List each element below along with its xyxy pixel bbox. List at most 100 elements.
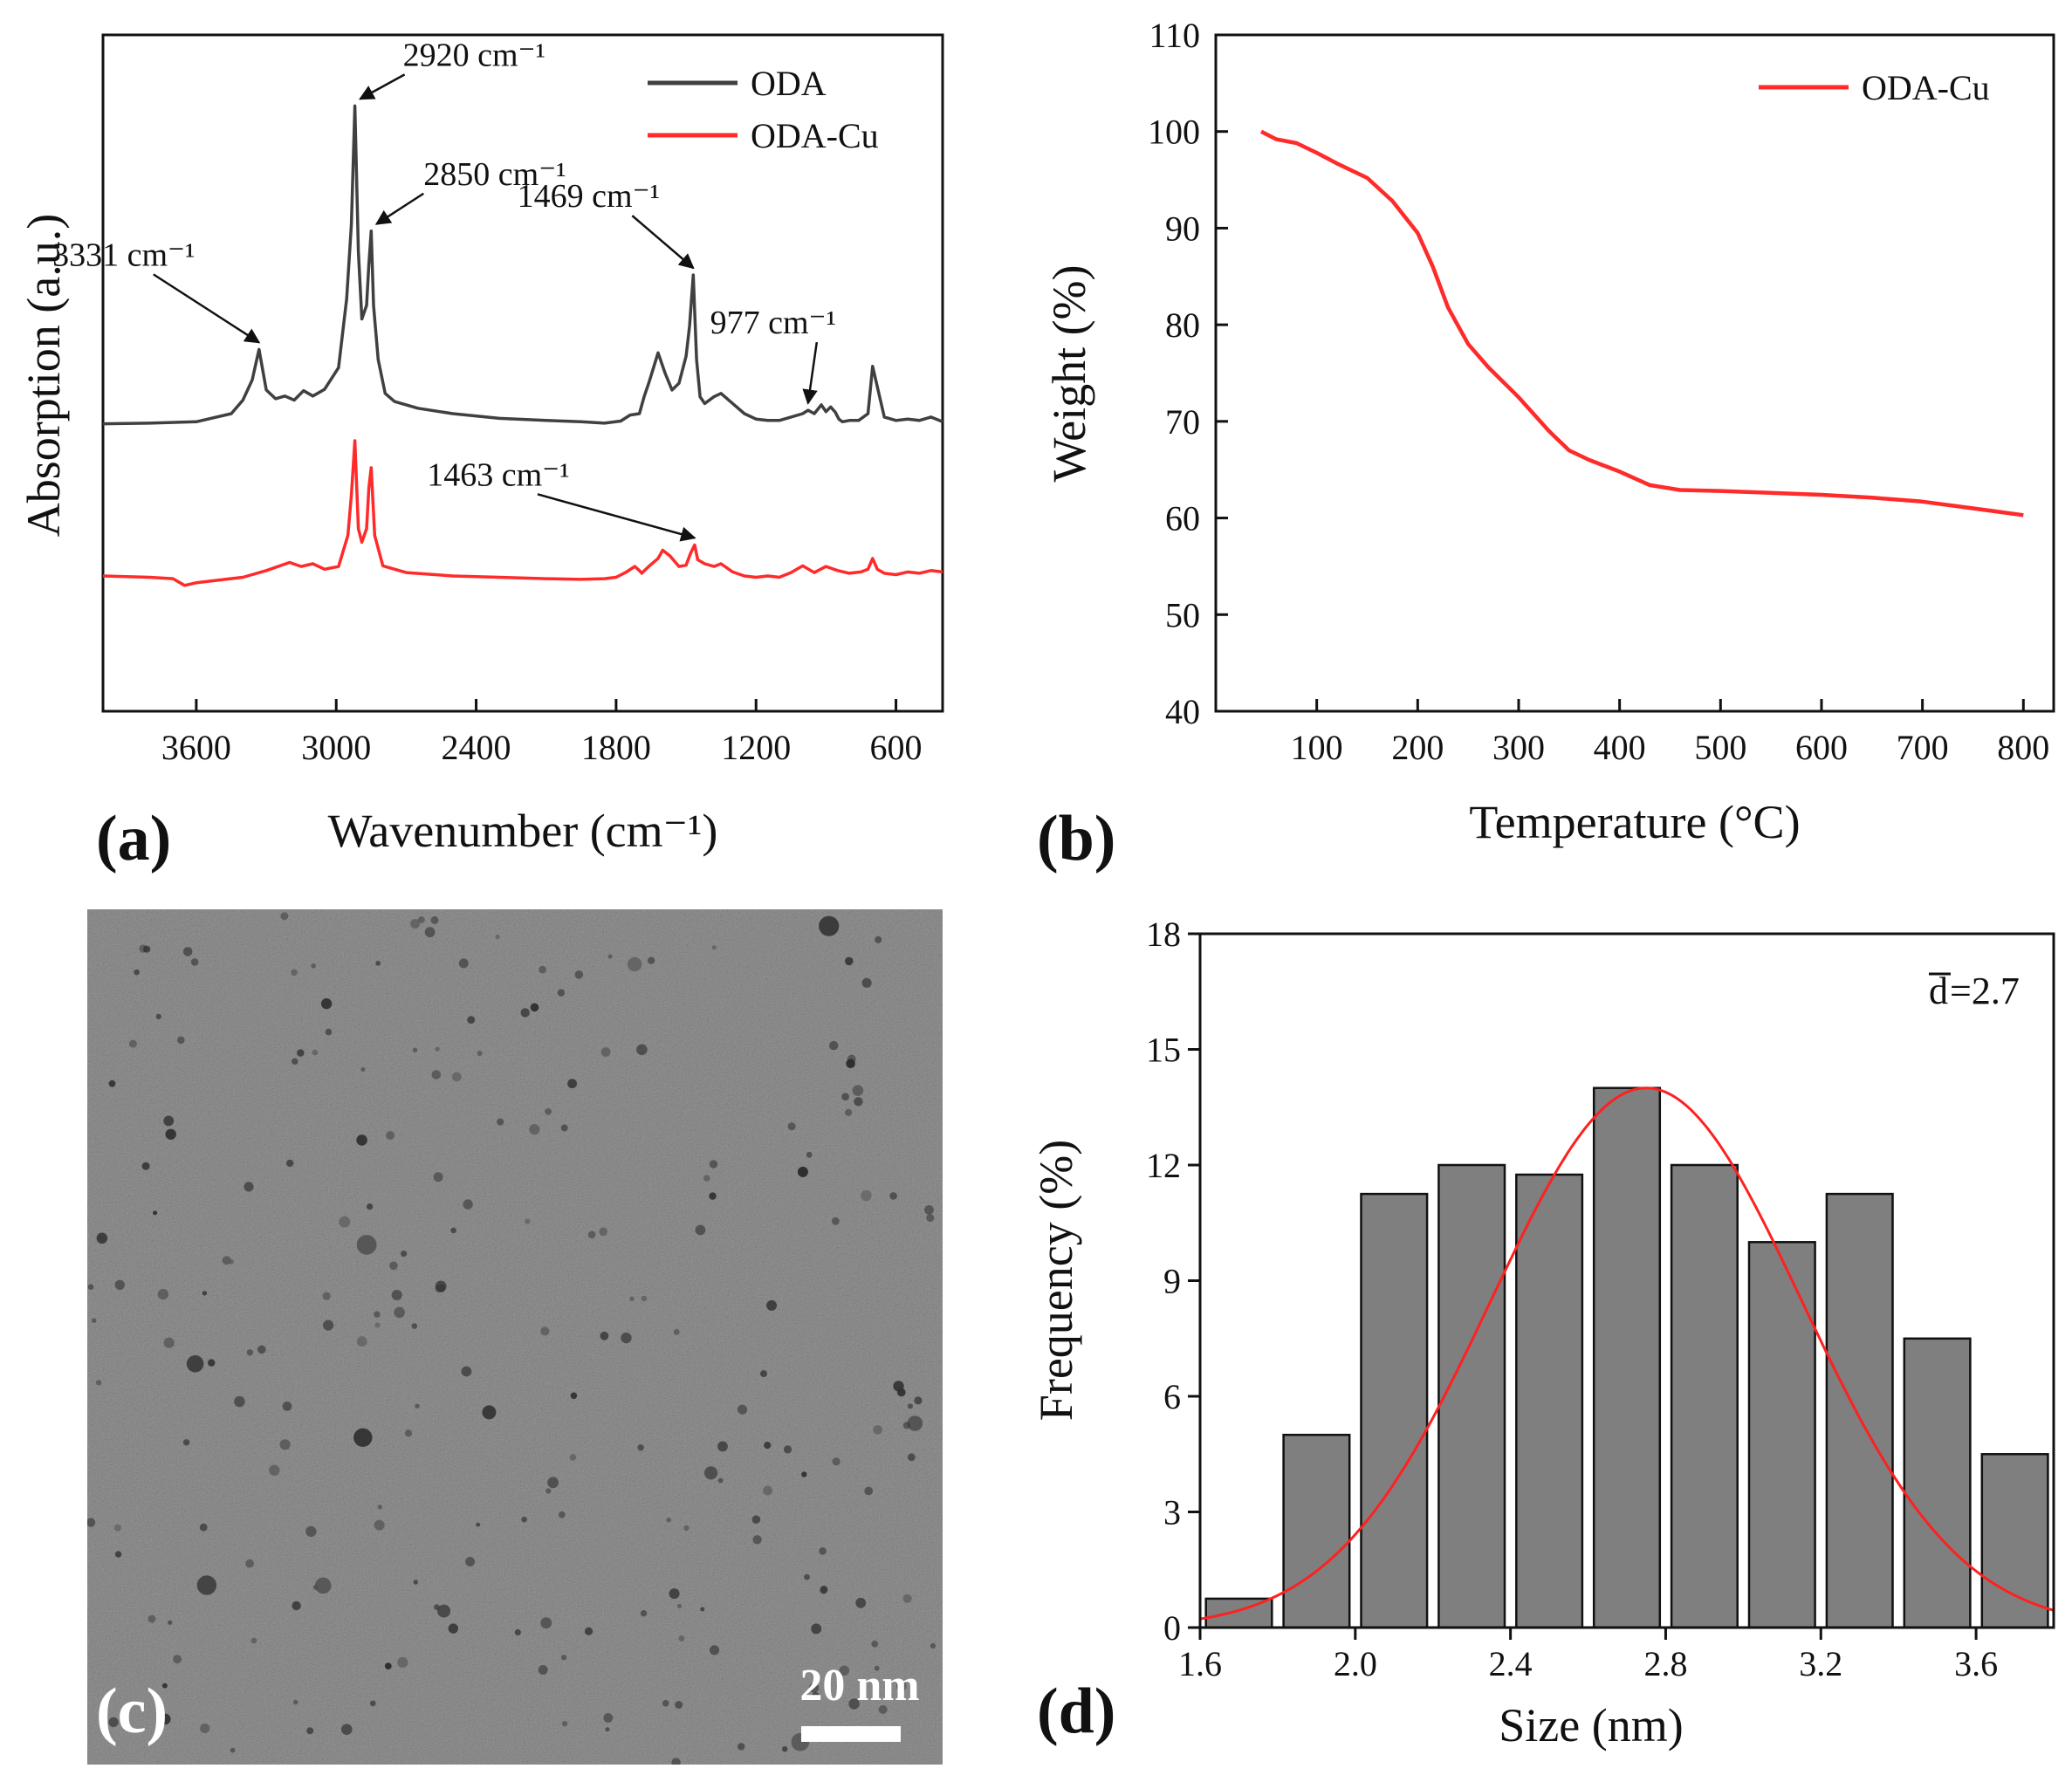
- nanoparticle: [435, 1046, 440, 1052]
- nanoparticle: [605, 1727, 610, 1732]
- nanoparticle: [153, 1210, 158, 1216]
- scale-bar: [801, 1726, 901, 1742]
- nanoparticle: [783, 1445, 792, 1454]
- nanoparticle: [477, 1050, 483, 1057]
- nanoparticle: [562, 1721, 568, 1727]
- d-y-tick-label: 18: [1146, 915, 1181, 954]
- nanoparticle: [165, 1128, 176, 1141]
- nanoparticle: [168, 1620, 173, 1625]
- nanoparticle: [325, 1028, 333, 1036]
- nanoparticle: [540, 1326, 550, 1336]
- nanoparticle: [245, 1559, 254, 1568]
- nanoparticle: [134, 969, 140, 976]
- nanoparticle: [673, 1328, 680, 1335]
- nanoparticle: [322, 1292, 331, 1300]
- nanoparticle: [709, 1160, 718, 1169]
- nanoparticle: [461, 1366, 472, 1377]
- b-x-tick-label: 200: [1391, 728, 1444, 767]
- nanoparticle: [246, 1349, 254, 1356]
- nanoparticle: [662, 1700, 669, 1707]
- nanoparticle: [463, 1199, 473, 1210]
- histogram-bar: [1282, 1433, 1351, 1629]
- annotation-arrow: [374, 192, 424, 225]
- nanoparticle: [520, 1008, 530, 1018]
- panel-b-x-axis-title: Temperature (°C): [1469, 796, 1800, 848]
- nanoparticle: [695, 1224, 706, 1236]
- histogram-bar: [1903, 1337, 1972, 1629]
- nanoparticle: [389, 1261, 398, 1271]
- nanoparticle: [199, 1523, 208, 1532]
- nanoparticle: [637, 1444, 644, 1451]
- scale-bar-label: 20 nm: [799, 1661, 919, 1710]
- nanoparticle: [374, 1311, 381, 1318]
- nanoparticle: [557, 989, 566, 997]
- legend-label-oda: ODA: [751, 64, 827, 103]
- nanoparticle: [782, 1746, 788, 1752]
- nanoparticle: [861, 977, 872, 988]
- nanoparticle: [384, 1662, 392, 1669]
- d-y-tick-label: 0: [1163, 1608, 1181, 1648]
- nanoparticle: [114, 1551, 122, 1558]
- histogram-bar: [1825, 1192, 1894, 1629]
- mean-value: =2.7: [1950, 970, 2020, 1012]
- nanoparticle: [292, 1601, 301, 1611]
- nanoparticle: [878, 1705, 888, 1714]
- panel-a-label: (a): [96, 803, 171, 874]
- a-x-tick-label: 600: [870, 728, 923, 767]
- nanoparticle: [766, 1299, 778, 1311]
- nanoparticle: [907, 1403, 913, 1409]
- nanoparticle: [547, 1477, 559, 1489]
- nanoparticle: [902, 1594, 912, 1603]
- nanoparticle: [871, 1640, 879, 1648]
- nanoparticle: [854, 1097, 863, 1107]
- nanoparticle: [467, 1016, 476, 1024]
- nanoparticle: [640, 1610, 648, 1617]
- d-x-tick-label: 3.2: [1799, 1644, 1842, 1683]
- nanoparticle: [647, 956, 655, 964]
- d-y-tick-label: 15: [1146, 1031, 1181, 1070]
- d-x-tick-label: 1.6: [1178, 1644, 1222, 1683]
- annotation-arrow: [359, 73, 406, 100]
- mean-symbol: d: [1929, 970, 1948, 1012]
- panel-a-legend: ODA ODA-Cu: [648, 64, 879, 155]
- nanoparticle: [279, 1439, 291, 1450]
- panel-b-label: (b): [1037, 803, 1115, 874]
- nanoparticle: [305, 1525, 317, 1538]
- d-x-tick-label: 2.0: [1334, 1644, 1377, 1683]
- nanoparticle: [627, 956, 642, 972]
- tem-background: [87, 909, 943, 1765]
- nanoparticle: [182, 947, 193, 956]
- annotation-label: 1469 cm⁻¹: [518, 178, 660, 215]
- nanoparticle: [202, 1291, 208, 1296]
- nanoparticle: [292, 1699, 298, 1705]
- nanoparticle: [412, 1047, 418, 1052]
- nanoparticle: [846, 1059, 855, 1069]
- histogram-bar: [1980, 1453, 2049, 1629]
- b-y-tick-label: 40: [1165, 692, 1200, 731]
- nanoparticle: [163, 1337, 175, 1348]
- nanoparticle: [250, 1637, 257, 1644]
- b-y-tick-label: 110: [1149, 16, 1200, 55]
- annotation-arrow: [802, 341, 819, 405]
- b-y-tick-label: 80: [1165, 305, 1200, 345]
- nanoparticle: [128, 1039, 137, 1048]
- nanoparticle: [558, 1511, 566, 1518]
- nanoparticle: [431, 1070, 442, 1080]
- nanoparticle: [92, 1318, 97, 1323]
- b-x-tick-label: 800: [1997, 728, 2049, 767]
- panel-a-ftir: 3600 3000 2400 1800 1200 600 3331 cm⁻¹ 2920 cm…: [17, 33, 944, 874]
- nanoparticle: [700, 1607, 705, 1612]
- nanoparticle: [286, 1159, 294, 1168]
- nanoparticle: [291, 969, 298, 977]
- a-x-tick-label: 3600: [161, 728, 231, 767]
- nanoparticle: [811, 1623, 822, 1635]
- nanoparticle: [521, 1516, 527, 1523]
- nanoparticle: [497, 1118, 504, 1126]
- b-x-tick-label: 600: [1795, 728, 1848, 767]
- nanoparticle: [244, 1182, 254, 1192]
- nanoparticle: [386, 1131, 395, 1140]
- d-x-tick-label: 3.6: [1954, 1644, 1998, 1683]
- nanoparticle: [806, 1151, 813, 1158]
